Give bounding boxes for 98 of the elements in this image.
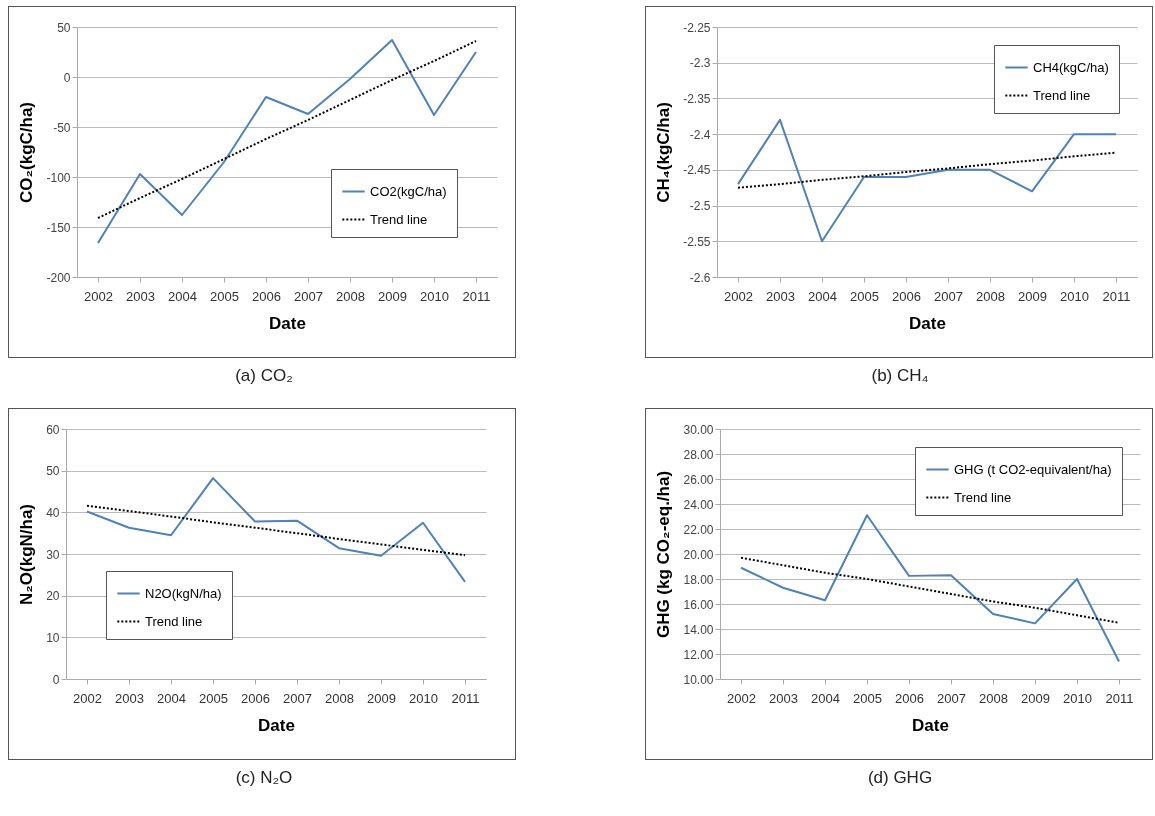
y-tick-label: -2.35 [683,91,711,106]
y-tick-label: 10 [46,630,60,645]
text: (a) CO₂ [234,366,294,386]
x-tick-label: 2006 [252,288,281,304]
y-tick-label: -200 [46,270,71,285]
x-tick-label: 2008 [336,288,365,304]
legend-label: CH4(kgC/ha) [1033,59,1109,75]
x-tick-label: 2011 [462,288,491,304]
y-tick-label: 0 [52,672,60,687]
line-series [737,118,1117,243]
x-tick-label: 2007 [937,690,966,706]
x-tick-label: 2002 [73,690,102,706]
x-tick-label: 2004 [808,288,837,304]
x-tick-label: 2006 [892,288,921,304]
x-tick-label: 2003 [126,288,155,304]
text: (b) CH₄ [870,366,930,386]
y-tick-label: -2.25 [683,20,711,35]
x-tick-label: 2004 [168,288,197,304]
y-tick-label: -50 [53,120,71,135]
y-tick-label: 60 [46,422,60,437]
x-tick-label: 2002 [724,288,753,304]
text: (d) GHG [866,768,934,788]
x-tick-label: 2002 [84,288,113,304]
y-tick-label: 10.00 [683,672,714,687]
line-series [740,556,1120,624]
x-axis-title: Date [269,313,306,333]
y-tick-label: 16.00 [683,597,714,612]
y-axis-title: GHG (kg CO₂-eq./ha) [654,470,674,639]
x-tick-label: 2010 [1060,288,1089,304]
y-tick-label: 0 [63,70,71,85]
x-tick-label: 2005 [853,690,882,706]
legend-label: Trend line [1033,87,1091,103]
y-tick-label: 14.00 [683,622,714,637]
x-axis-title: Date [912,715,949,735]
x-tick-label: 2006 [241,690,270,706]
y-tick-label: 24.00 [683,497,714,512]
y-axis-title: CO₂(kgC/ha) [17,101,37,204]
x-tick-label: 2010 [409,690,438,706]
x-tick-label: 2009 [367,690,396,706]
x-axis-title: Date [909,313,946,333]
y-tick-label: -150 [46,220,71,235]
x-tick-label: 2004 [157,690,186,706]
x-tick-label: 2009 [378,288,407,304]
x-tick-label: 2002 [727,690,756,706]
x-tick-label: 2005 [199,690,228,706]
y-tick-label: -100 [46,170,71,185]
x-tick-label: 2011 [1102,288,1131,304]
legend-label: CO2(kgC/ha) [370,183,447,199]
line-series [740,514,1120,663]
x-tick-label: 2009 [1018,288,1047,304]
y-tick-label: 28.00 [683,447,714,462]
x-tick-label: 2003 [769,690,798,706]
x-tick-label: 2007 [283,690,312,706]
y-tick-label: -2.45 [683,163,711,178]
x-tick-label: 2011 [1105,690,1134,706]
legend-label: Trend line [370,211,428,227]
x-tick-label: 2006 [895,690,924,706]
y-tick-label: -2.5 [689,199,711,214]
x-tick-label: 2010 [420,288,449,304]
y-tick-label: -2.4 [689,127,711,142]
x-tick-label: 2008 [976,288,1005,304]
y-axis-title: N₂O(kgN/ha) [17,503,37,606]
y-tick-label: 18.00 [683,572,714,587]
y-tick-label: 50 [46,464,60,479]
line-series [737,151,1117,189]
x-tick-label: 2008 [325,690,354,706]
x-tick-label: 2005 [850,288,879,304]
y-tick-label: 22.00 [683,522,714,537]
y-tick-label: 40 [46,505,60,520]
y-tick-label: -2.55 [683,234,711,249]
x-tick-label: 2004 [811,690,840,706]
legend-label: Trend line [954,489,1012,505]
x-tick-label: 2007 [934,288,963,304]
x-tick-label: 2007 [294,288,323,304]
x-tick-label: 2011 [451,690,480,706]
y-tick-label: 50 [57,20,71,35]
legend-label: N2O(kgN/ha) [145,585,222,601]
x-tick-label: 2005 [210,288,239,304]
y-tick-label: -2.3 [689,56,711,71]
y-axis-title: CH₄(kgC/ha) [654,102,674,203]
x-tick-label: 2009 [1021,690,1050,706]
text: (c) N₂O [234,768,294,788]
line-series [86,477,466,583]
y-tick-label: -2.6 [689,270,711,285]
x-axis-title: Date [258,715,295,735]
legend-label: Trend line [145,613,203,629]
y-tick-label: 30.00 [683,422,714,437]
y-tick-label: 30 [46,547,60,562]
legend-label: GHG (t CO2-equivalent/ha) [954,461,1112,477]
x-tick-label: 2008 [979,690,1008,706]
line-series [86,504,466,557]
x-tick-label: 2003 [115,690,144,706]
x-tick-label: 2003 [766,288,795,304]
y-tick-label: 12.00 [683,647,714,662]
y-tick-label: 20.00 [683,547,714,562]
x-tick-label: 2010 [1063,690,1092,706]
y-tick-label: 20 [46,589,60,604]
y-tick-label: 26.00 [683,472,714,487]
